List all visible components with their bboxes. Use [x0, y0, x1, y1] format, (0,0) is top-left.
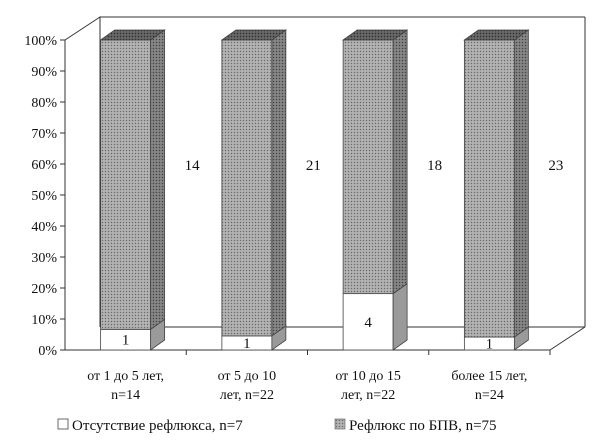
data-label-reflux: 21	[306, 158, 321, 174]
bar-side-reflux	[271, 29, 287, 337]
floor-right-edge	[549, 326, 586, 351]
y-tick-label: 0%	[38, 344, 57, 359]
bar-side-reflux	[392, 29, 408, 295]
y-tick-label: 20%	[31, 282, 57, 297]
data-label-reflux: 18	[427, 158, 442, 174]
bar-side-reflux	[150, 29, 166, 331]
bar-top	[220, 29, 288, 41]
x-category-label: от 1 до 5 лет,	[87, 369, 164, 384]
y-tick-label: 10%	[31, 313, 57, 328]
data-label-reflux: 23	[548, 158, 563, 174]
bar-top	[341, 29, 409, 41]
bars: 1 14 1 21 4 18 1 23	[99, 29, 563, 353]
y-tick-label: 90%	[31, 65, 57, 80]
bar-front-reflux	[463, 39, 515, 338]
x-category-label: от 5 до 10	[218, 369, 277, 384]
y-tick-label: 80%	[31, 96, 57, 111]
legend-swatch-no-reflux	[57, 418, 69, 430]
y-tick-label: 60%	[31, 158, 57, 173]
bar-front-reflux	[342, 39, 394, 295]
legend-swatch-reflux	[334, 418, 346, 430]
y-tick-label: 100%	[24, 34, 57, 49]
y-axis: 0% 10% 20% 30% 40% 50% 60% 70% 80% 90% 100%	[24, 34, 65, 359]
x-category-label: лет, n=22	[341, 388, 395, 403]
data-label-no-reflux: 1	[122, 333, 130, 349]
data-label-reflux: 14	[185, 158, 201, 174]
legend-label-reflux: Рефлюкс по БПВ, n=75	[349, 418, 497, 434]
x-category-label: более 15 лет,	[451, 369, 527, 384]
bar-side-reflux	[513, 29, 529, 338]
y-tick-label: 70%	[31, 127, 57, 142]
back-wall-left-edge	[64, 16, 101, 327]
x-axis: от 1 до 5 лет, n=14 от 5 до 10 лет, n=22 от …	[87, 350, 551, 403]
bar-side-no-reflux	[392, 282, 408, 351]
x-category-label: лет, n=22	[220, 388, 274, 403]
bar-top	[463, 29, 530, 41]
x-category-label: n=14	[111, 388, 140, 403]
bar-front-reflux	[100, 39, 152, 330]
x-category-label: от 10 до 15	[335, 369, 401, 384]
y-tick-label: 50%	[31, 189, 57, 204]
x-category-label: n=24	[475, 388, 504, 403]
y-tick-label: 40%	[31, 220, 57, 235]
y-tick-label: 30%	[31, 251, 57, 266]
data-label-no-reflux: 1	[243, 336, 251, 352]
data-label-no-reflux: 4	[364, 315, 372, 331]
data-label-no-reflux: 1	[486, 337, 494, 353]
bar-top	[99, 29, 166, 41]
legend-label-no-reflux: Отсутствие рефлюкса, n=7	[72, 418, 243, 434]
bar-front-reflux	[221, 39, 273, 337]
legend: Отсутствие рефлюкса, n=7 Рефлюкс по БПВ, …	[57, 418, 497, 434]
